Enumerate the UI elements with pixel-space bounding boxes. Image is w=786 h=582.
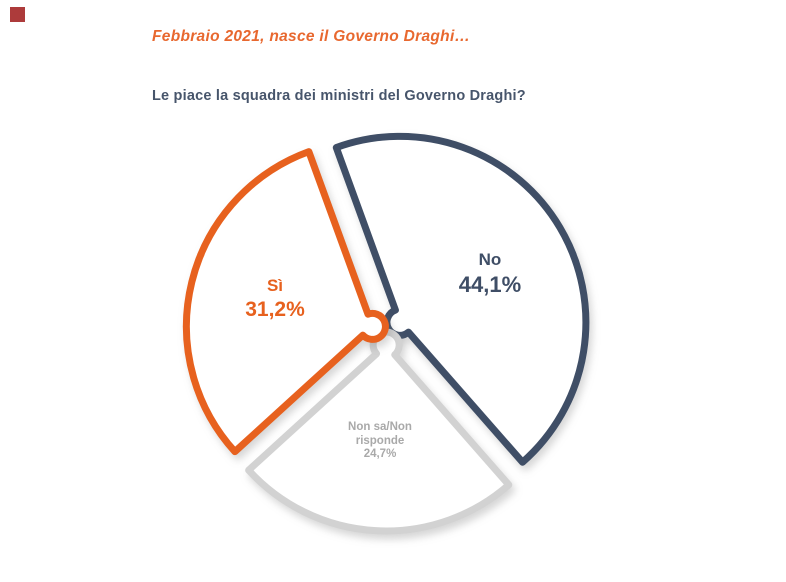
survey-question: Le piace la squadra dei ministri del Gov… <box>152 88 526 104</box>
logo-square-icon <box>10 7 25 22</box>
pie-chart-canvas <box>182 132 590 535</box>
slice-value-si: 31,2% <box>245 297 305 321</box>
slice-label-no: No 44,1% <box>425 249 555 299</box>
pie-slice-si <box>182 148 389 456</box>
slice-label-si: Sì 31,2% <box>210 275 340 324</box>
slice-name-no: No <box>478 250 502 269</box>
slice-name-si: Sì <box>266 276 284 295</box>
slice-label-nonsa: Non sa/Non risponde 24,7% <box>315 421 445 462</box>
pie-slice-nonsa <box>245 328 513 535</box>
slice-name-nonsa: Non sa/Non risponde <box>348 421 412 447</box>
slice-value-nonsa: 24,7% <box>363 448 397 461</box>
slice-value-no: 44,1% <box>458 271 522 297</box>
pie-chart: No 44,1% Non sa/Non risponde 24,7% Sì 31… <box>150 120 630 580</box>
slide-title: Febbraio 2021, nasce il Governo Draghi… <box>152 28 471 45</box>
